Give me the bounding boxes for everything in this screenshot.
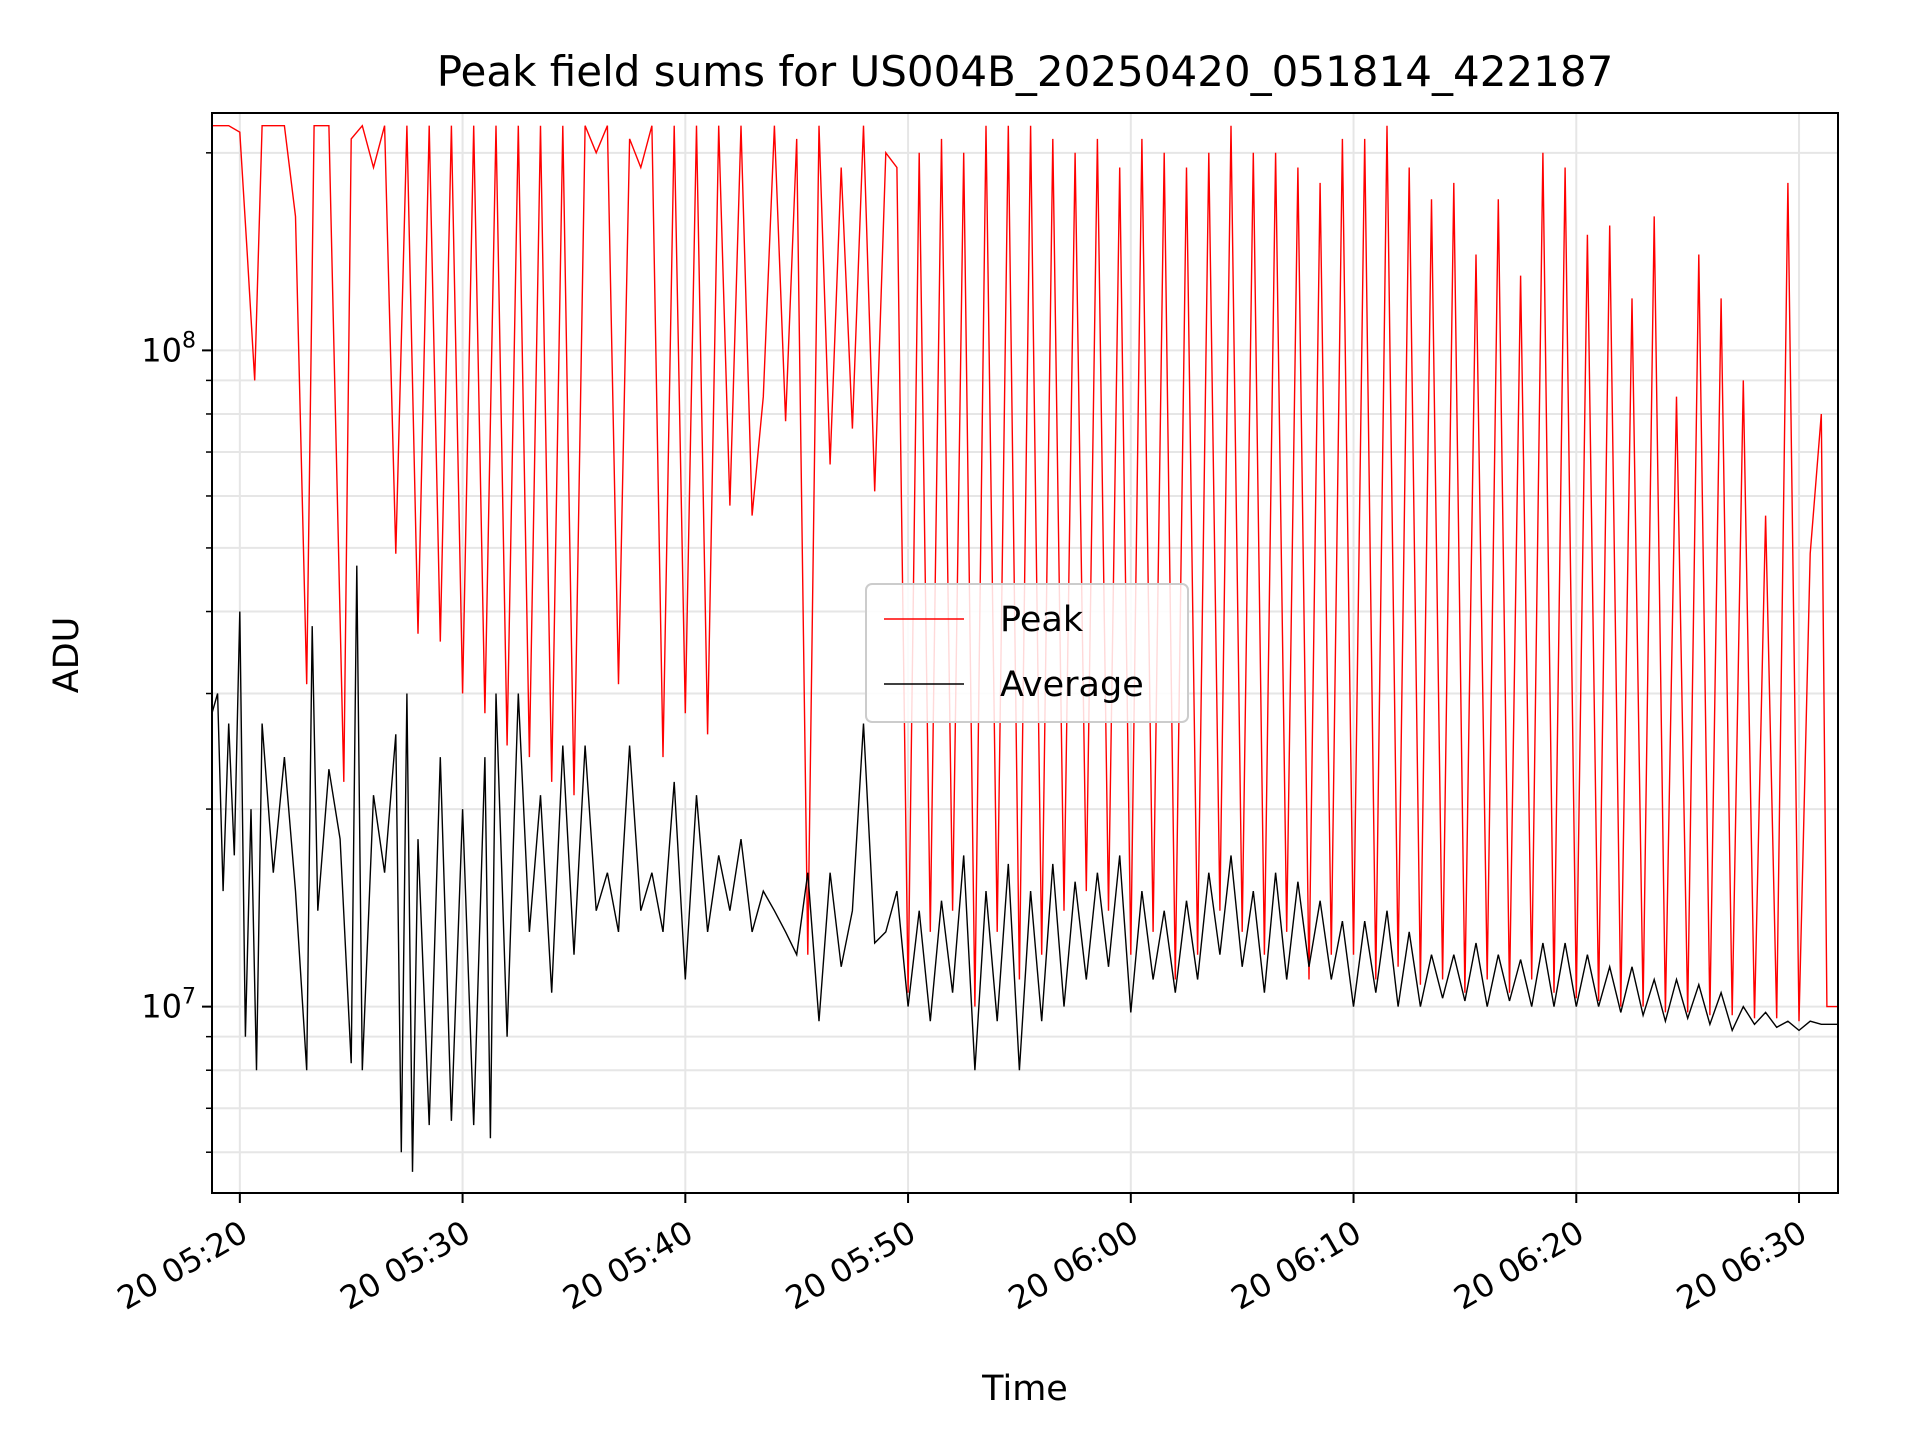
y-axis-label: ADU (47, 617, 87, 694)
series-line-peak (212, 124, 1838, 1022)
series-line-average (212, 565, 1838, 1172)
legend-label-peak: Peak (1000, 600, 1084, 640)
y-tick-base: 10 (141, 988, 182, 1026)
legend-label-average: Average (1000, 665, 1144, 705)
y-tick-base: 10 (141, 331, 182, 369)
x-axis-label: Time (981, 1369, 1068, 1409)
y-tick-label: 107 (141, 985, 196, 1026)
grid (212, 113, 1838, 1193)
chart-title: Peak field sums for US004B_20250420_0518… (437, 47, 1614, 96)
y-tick-exponent: 8 (182, 328, 196, 353)
legend: Peak Average (865, 583, 1189, 723)
y-tick-exponent: 7 (182, 985, 196, 1010)
plot-frame (211, 112, 1839, 1194)
series-layer (212, 124, 1838, 1172)
y-tick-label: 108 (141, 328, 196, 369)
